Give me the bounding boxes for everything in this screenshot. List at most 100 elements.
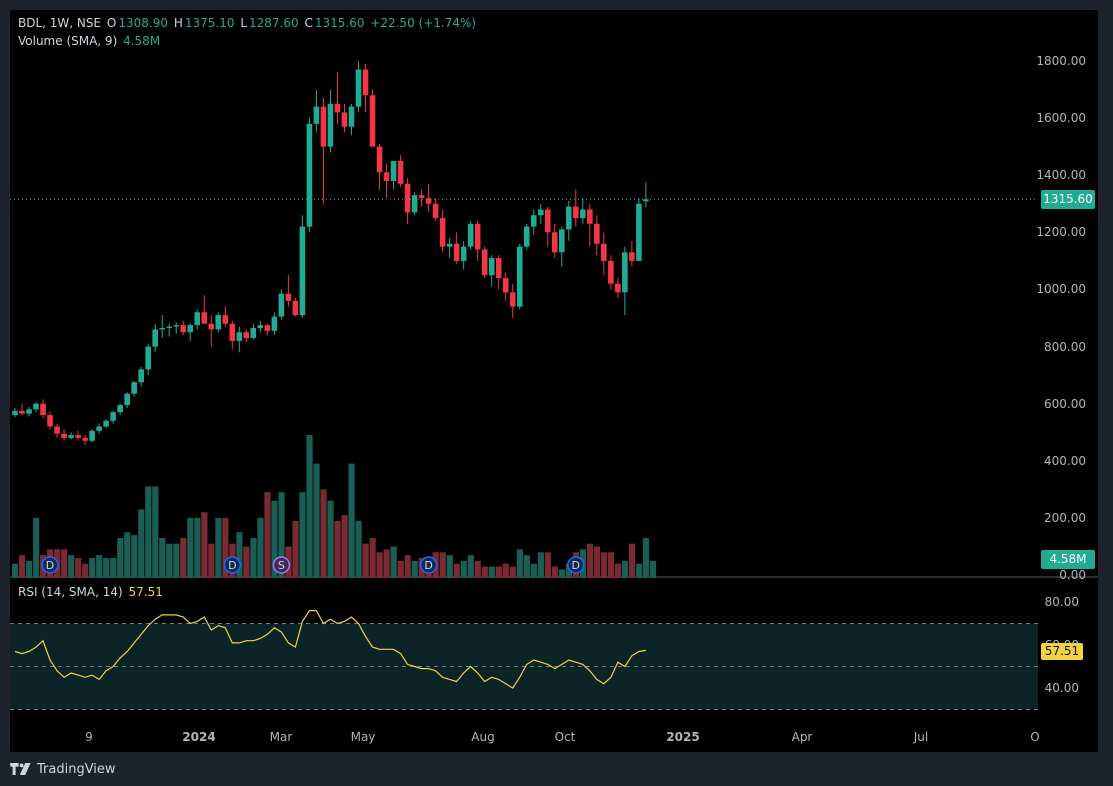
candle-body [474,223,481,250]
price-axis-label: 1200.00 [1036,225,1086,239]
volume-bar [404,555,411,578]
volume-bar [397,560,404,578]
candle-body [587,209,593,224]
symbol-label[interactable]: BDL, 1W, NSE [18,16,102,30]
volume-bar [159,537,166,578]
time-axis-label: May [351,730,376,744]
candle-body [643,199,649,202]
candle-body [601,243,607,261]
volume-bar [488,566,495,578]
candle-body [594,223,600,244]
split-marker-icon [272,556,291,574]
volume-bar [250,537,257,578]
footer-brand[interactable]: TradingView [10,760,116,778]
candle-body [418,195,425,199]
candle-body [334,103,341,113]
high-value: 1375.10 [184,16,235,30]
candle-body [215,315,222,330]
candle-body [75,435,81,438]
candle-body [103,420,109,427]
volume-legend: Volume (SMA, 9) 4.58M [18,34,162,48]
volume-bar [103,557,110,578]
time-axis-label: O [1030,730,1039,744]
volume-bar [586,543,594,578]
candle-body [502,278,509,293]
candle-body [292,300,299,316]
volume-bar [369,537,376,578]
volume-bar [257,517,264,578]
chart-panel[interactable]: D D S D D 1800.00 1600.00 1400.00 1200.00 1000.00… [10,10,1098,752]
candle-body [124,393,130,406]
volume-bar [75,557,82,578]
volume-bar [19,555,26,578]
marker-label: D [424,559,432,572]
candle-body [369,95,376,147]
price-axis-label: 200.00 [1044,511,1086,525]
candle-body [320,106,327,147]
dividend-marker-icon [419,556,438,574]
volume-bar [502,563,509,578]
close-label: C [304,16,313,30]
volume-bar [33,517,40,578]
volume-bar [222,517,229,578]
dividend-marker-icon [41,556,59,574]
close-value: 1315.60 [314,16,365,30]
candle-body [152,329,158,347]
brand-label: TradingView [37,761,116,777]
candle-body [573,206,579,219]
volume-bar [383,549,390,578]
volume-bar [152,486,159,578]
marker-label: S [278,559,285,572]
candle-body [138,369,144,383]
candle-body [446,243,453,247]
candle-body [194,312,201,326]
candle-body [580,209,586,219]
open-value: 1308.90 [118,16,168,30]
candle-body [61,433,67,438]
volume-bar [509,566,516,578]
candle-body [187,325,194,333]
volume-bar [96,555,103,578]
candle-body [243,332,250,338]
candle-body [355,69,362,107]
volume-bar [131,535,138,578]
volume-bar [180,537,187,578]
volume-bar [453,563,460,578]
candle-body [495,258,502,279]
marker-label: D [46,559,54,572]
volume-bar [439,552,446,578]
candle-body [425,198,432,204]
candle-body [222,315,229,324]
volume-bar [565,563,572,578]
rsi-label[interactable]: RSI (14, SMA, 14) [18,585,123,599]
volume-bar [138,509,145,578]
volume-bar [607,552,615,578]
volume-bar [355,520,362,578]
candle-body [40,403,46,416]
volume-bar [26,560,33,578]
candle-body [236,332,243,341]
volume-bar [89,557,96,578]
ohlc-legend: BDL, 1W, NSE O 1308.90 H 1375.10 L 1287.60 … [18,16,478,30]
candle-body [516,246,523,307]
volume-label[interactable]: Volume (SMA, 9) [18,34,118,48]
candle-body [390,160,397,181]
candle-body [404,183,411,213]
dividend-marker-icon [223,556,242,574]
open-label: O [106,16,117,30]
volume-bar [362,543,369,578]
candle-body [208,323,215,330]
candle-body [96,426,102,431]
price-axis-label: 1400.00 [1036,168,1086,182]
volume-bar [649,560,657,578]
volume-bar [299,492,306,578]
volume-bar [12,563,19,578]
candle-body [166,326,173,328]
price-axis-label: 0.00 [1059,568,1086,582]
dividend-marker-icon [567,556,585,574]
volume-bar [495,566,502,578]
last-rsi-tag: 57.51 [1041,643,1083,660]
chart-canvas[interactable]: D D S D D 1800.00 1600.00 1400.00 1200.00 1000.00… [10,10,1098,752]
candle-body [348,106,355,127]
volume-bar [544,552,551,578]
